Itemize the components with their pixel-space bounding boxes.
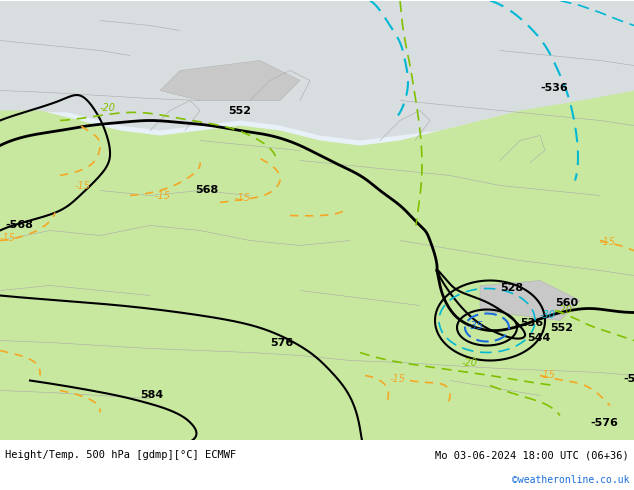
Polygon shape bbox=[160, 60, 300, 100]
Text: 584: 584 bbox=[140, 391, 163, 400]
Text: -30: -30 bbox=[540, 310, 556, 319]
Polygon shape bbox=[480, 280, 580, 320]
Text: 552: 552 bbox=[550, 322, 573, 333]
Text: 576: 576 bbox=[270, 338, 294, 347]
Text: 544: 544 bbox=[527, 333, 550, 343]
Text: 528: 528 bbox=[500, 283, 523, 293]
Text: -536: -536 bbox=[540, 82, 568, 93]
Text: -568: -568 bbox=[5, 220, 33, 229]
Polygon shape bbox=[0, 91, 634, 441]
Text: -576: -576 bbox=[590, 417, 618, 427]
Text: -15: -15 bbox=[0, 232, 16, 243]
Text: -35: -35 bbox=[468, 320, 484, 330]
Text: -15: -15 bbox=[600, 237, 616, 246]
Text: -20: -20 bbox=[100, 102, 116, 113]
Text: 560: 560 bbox=[555, 297, 578, 308]
Text: -15: -15 bbox=[155, 191, 171, 200]
Text: 568: 568 bbox=[195, 185, 218, 195]
Text: -15: -15 bbox=[75, 180, 91, 191]
Text: -15: -15 bbox=[390, 374, 406, 385]
Text: Height/Temp. 500 hPa [gdmp][°C] ECMWF: Height/Temp. 500 hPa [gdmp][°C] ECMWF bbox=[5, 450, 236, 460]
Text: -20: -20 bbox=[557, 304, 573, 315]
Text: Mo 03-06-2024 18:00 UTC (06+36): Mo 03-06-2024 18:00 UTC (06+36) bbox=[436, 450, 629, 460]
Text: 552: 552 bbox=[228, 105, 252, 116]
Text: ©weatheronline.co.uk: ©weatheronline.co.uk bbox=[512, 475, 629, 485]
Text: 536: 536 bbox=[520, 318, 543, 327]
Polygon shape bbox=[0, 0, 634, 141]
Text: -15: -15 bbox=[235, 193, 251, 202]
Text: -20: -20 bbox=[462, 358, 478, 368]
Text: -15: -15 bbox=[540, 370, 556, 381]
Text: -588: -588 bbox=[623, 374, 634, 385]
